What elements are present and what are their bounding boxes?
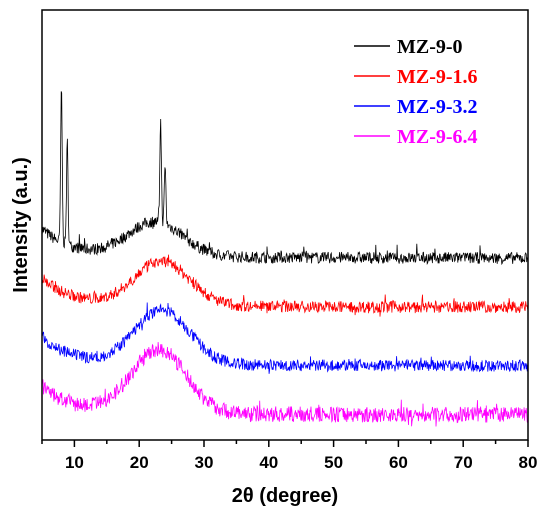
x-tick-label: 40 xyxy=(259,453,278,472)
series-line-MZ-9-3.2 xyxy=(41,302,529,374)
series-line-MZ-9-1.6 xyxy=(41,254,529,317)
series-line-MZ-9-0 xyxy=(41,91,528,266)
legend-label-MZ-9-3.2: MZ-9-3.2 xyxy=(397,96,478,118)
x-tick-label: 70 xyxy=(454,453,473,472)
plot-frame xyxy=(41,9,529,441)
x-axis-label: 2θ (degree) xyxy=(232,485,338,507)
x-tick-label: 80 xyxy=(519,453,538,472)
legend-label-MZ-9-6.4: MZ-9-6.4 xyxy=(397,126,478,148)
x-axis-ticks: 10 20 30 40 50 60 70 80 xyxy=(41,440,538,472)
legend-label-MZ-9-1.6: MZ-9-1.6 xyxy=(397,66,478,88)
x-tick-label: 10 xyxy=(65,453,84,472)
x-tick-label: 60 xyxy=(389,453,408,472)
y-axis-label: Intensity (a.u.) xyxy=(10,157,32,293)
x-tick-label: 20 xyxy=(130,453,149,472)
legend-label-MZ-9-0: MZ-9-0 xyxy=(397,36,463,58)
x-tick-label: 50 xyxy=(324,453,343,472)
x-tick-label: 30 xyxy=(195,453,214,472)
legend: MZ-9-0 MZ-9-1.6 MZ-9-3.2 MZ-9-6.4 xyxy=(354,36,478,148)
series-line-MZ-9-6.4 xyxy=(41,342,529,427)
series-curves xyxy=(41,91,529,427)
